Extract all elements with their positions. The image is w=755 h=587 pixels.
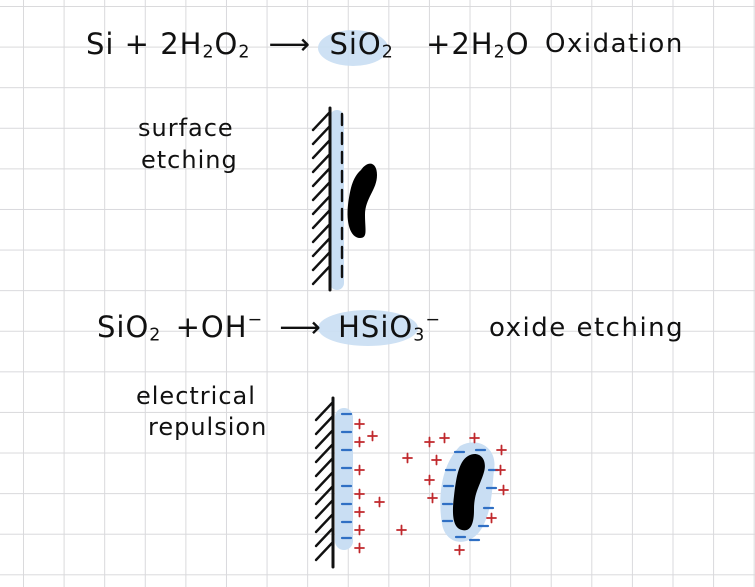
- reaction-arrow-2: ⟶: [279, 310, 322, 345]
- reactant-si-h2o2: Si + 2H2O2: [86, 27, 251, 63]
- surface-etching-schematic: [311, 106, 377, 292]
- surface-label: surface: [138, 114, 234, 142]
- oxidation-label: Oxidation: [545, 29, 684, 59]
- hsio3-highlight: [318, 310, 418, 346]
- reactant-sio2: SiO2: [97, 310, 162, 346]
- product-hsio3: HSiO3−: [338, 310, 441, 346]
- electrical-label: electrical: [136, 382, 256, 410]
- sio2-highlight-1: [318, 30, 388, 66]
- electrical-repulsion-schematic: [314, 396, 509, 569]
- substrate-hatch-2: [314, 400, 335, 562]
- particle-2: [452, 453, 485, 531]
- substrate-negative-charges: [340, 412, 353, 540]
- oxide-etching-label: oxide etching: [489, 313, 685, 343]
- particle-1: [347, 163, 377, 238]
- particle-positive-charges: [402, 432, 509, 556]
- product-water: +2H2O: [426, 27, 530, 63]
- reactant-oh: +OH−: [175, 310, 264, 345]
- reaction-arrow: ⟶: [268, 27, 312, 61]
- product-sio2: SiO2: [329, 27, 394, 63]
- substrate-positive-charges: [354, 418, 407, 554]
- oxide-layer-1: [330, 110, 344, 290]
- reaction-oxide-etching: SiO2 +OH− ⟶ HSiO3−: [97, 310, 441, 346]
- oxide-layer-2: [335, 408, 353, 550]
- substrate-hatch-1: [311, 110, 332, 286]
- reaction-oxidation: Si + 2H2O2 ⟶ SiO2 +2H2O: [86, 30, 530, 62]
- etching-label: etching: [141, 146, 238, 174]
- repulsion-label: repulsion: [148, 413, 268, 441]
